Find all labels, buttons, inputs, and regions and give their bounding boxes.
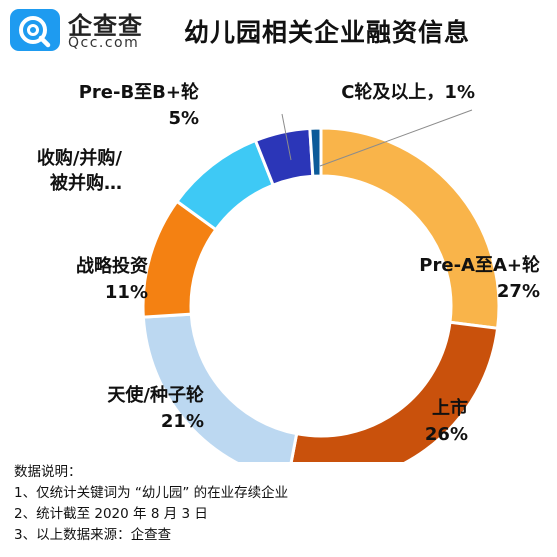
slice-label-5: 收购/并购/被并购… <box>37 147 123 194</box>
slice-label-6: Pre-B至B+轮 5% <box>79 81 199 129</box>
note-item: 3、以上数据来源：企查查 <box>14 527 172 543</box>
slice-label-4: 战略投资 11% <box>76 255 148 303</box>
slice-label-7: C轮及以上，1% <box>341 81 475 103</box>
donut-slice-2 <box>289 320 500 462</box>
header: 企查查 Qcc.com 幼儿园相关企业融资信息 <box>0 0 557 58</box>
donut-chart: Pre-A至A+轮 27% 上市 26% 天使/种子轮 21% 战略投资 11% 收购/并购/被… <box>37 81 540 462</box>
donut-slice-7 <box>308 126 323 178</box>
note-item: 2、统计截至 2020 年 8 月 3 日 <box>14 506 208 522</box>
leader-line-7 <box>319 109 473 167</box>
slice-label-3: 天使/种子轮 21% <box>107 384 204 432</box>
qcc-logo-icon <box>19 16 51 48</box>
chart-title: 幼儿园相关企业融资信息 <box>184 18 471 47</box>
donut-slice-1 <box>319 126 501 330</box>
slice-label-1: Pre-A至A+轮 27% <box>419 254 540 302</box>
notes-heading: 数据说明： <box>14 464 82 480</box>
slice-label-2: 上市 26% <box>425 397 468 445</box>
brand-domain: Qcc.com <box>68 35 140 51</box>
qcc-logo <box>10 9 60 51</box>
leader-line-6 <box>281 113 292 161</box>
brand-name: 企查查 <box>68 12 143 40</box>
data-notes: 数据说明： 1、仅统计关键词为 “幼儿园” 的在业存续企业 2、统计截至 202… <box>14 462 288 546</box>
note-item: 1、仅统计关键词为 “幼儿园” 的在业存续企业 <box>14 485 289 501</box>
